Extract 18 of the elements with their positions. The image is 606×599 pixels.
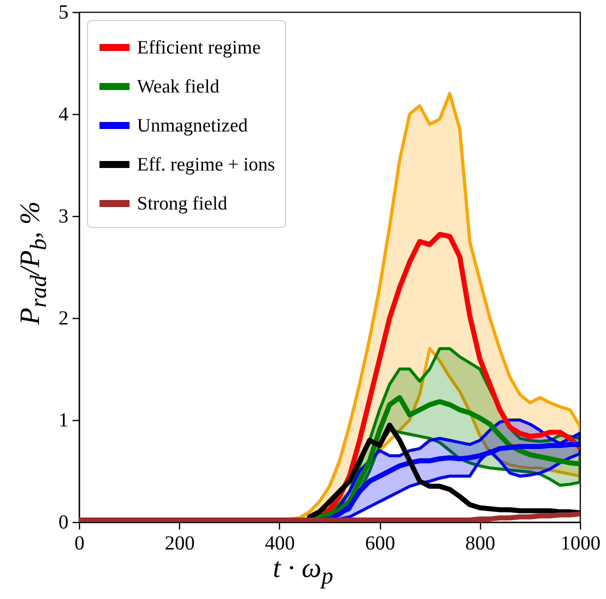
x-tick-label: 200 [164, 532, 195, 554]
x-tick-label: 600 [365, 532, 396, 554]
legend-label: Unmagnetized [137, 116, 248, 136]
legend-label: Weak field [137, 76, 220, 98]
legend-label: Efficient regime [137, 38, 261, 58]
x-axis-title: t · ω$_{p}$ [272, 553, 334, 591]
x-tick-label: 800 [465, 532, 496, 554]
legend-label: Strong field [137, 194, 228, 214]
x-tick-label: 1000 [560, 532, 600, 554]
x-tick-label: 400 [264, 532, 295, 554]
x-tick-label: 0 [74, 532, 84, 554]
y-tick-label: 2 [58, 308, 68, 330]
y-tick-label: 1 [58, 410, 68, 432]
y-tick-label: 5 [58, 2, 68, 24]
legend-label: Eff. regime + ions [137, 154, 276, 176]
y-tick-label: 3 [58, 206, 68, 228]
y-tick-label: 4 [58, 104, 68, 126]
y-tick-label: 0 [58, 512, 68, 534]
